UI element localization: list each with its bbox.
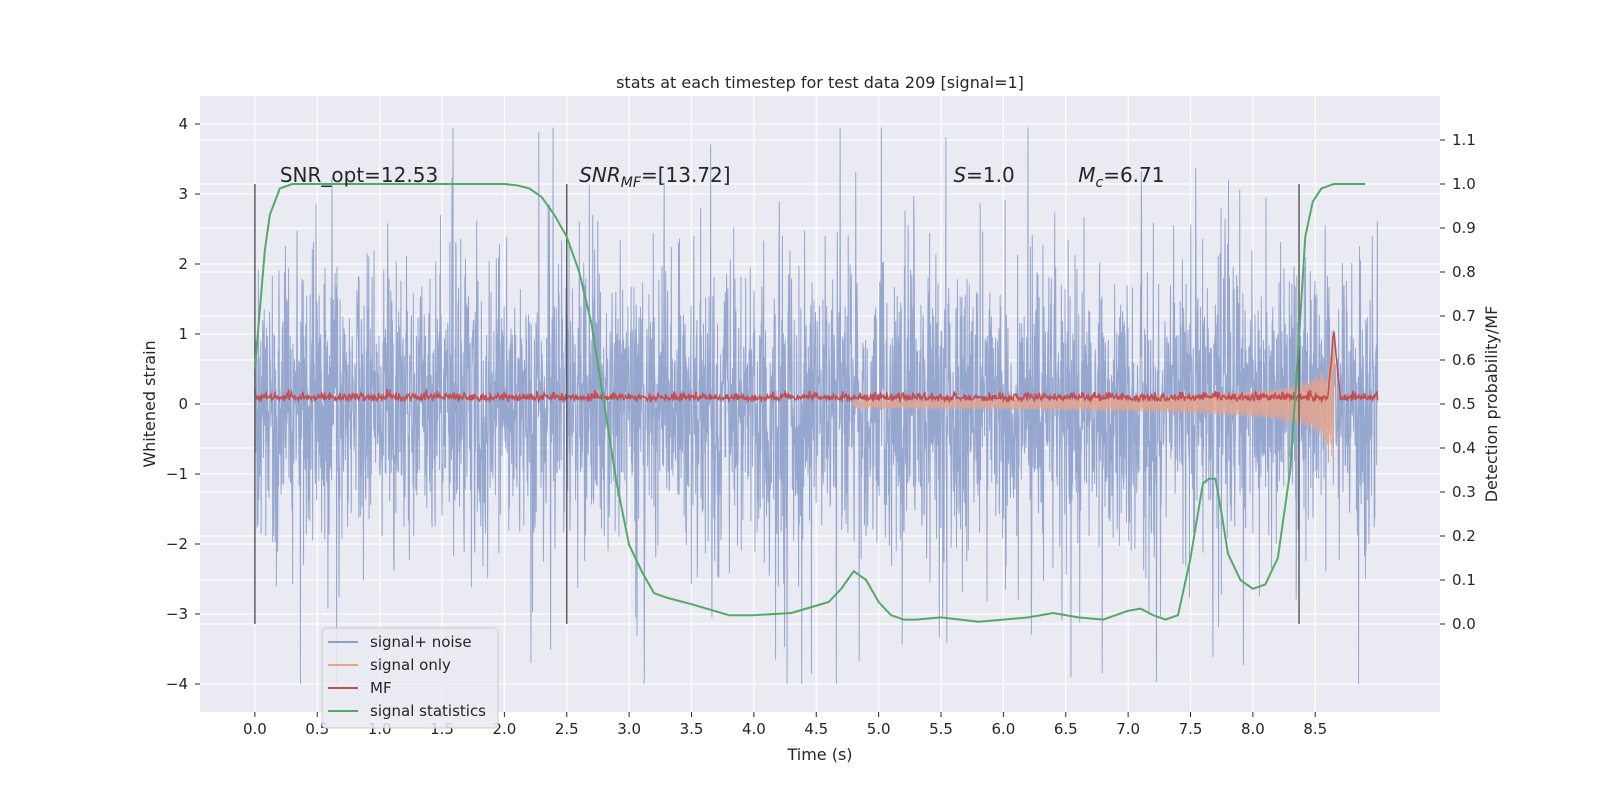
y-axis-left-ticks: 4 3 2 1 0 −1 −2 −3 −4: [166, 115, 200, 693]
x-tick-label: 3.0: [617, 720, 641, 738]
y-left-tick-label: 0: [178, 395, 188, 413]
x-tick-label: 6.5: [1054, 720, 1078, 738]
annotation-mc-value: Mc=6.71: [1078, 163, 1164, 191]
annotation-snr-opt: SNR_opt=12.53: [280, 163, 438, 187]
y-axis-right-ticks: 1.1 1.0 0.9 0.8 0.7 0.6 0.5 0.4 0.3 0.2 0.1 0.0: [1440, 131, 1476, 633]
y-right-tick-label: 0.3: [1452, 483, 1476, 501]
legend-box: [321, 627, 499, 729]
y-left-tick-label: −4: [166, 675, 188, 693]
noise-trace: [254, 127, 1379, 685]
x-tick-label: 3.5: [680, 720, 704, 738]
chart-title: stats at each timestep for test data 209…: [616, 73, 1024, 92]
y-right-tick-label: 1.1: [1452, 131, 1476, 149]
y-right-tick-label: 0.9: [1452, 219, 1476, 237]
x-tick-label: 4.5: [804, 720, 828, 738]
series-signal-statistics: [253, 183, 1366, 623]
x-tick-label: 7.0: [1116, 720, 1140, 738]
legend-label: signal+ noise: [370, 633, 472, 651]
y-left-tick-label: −2: [166, 535, 188, 553]
y-right-tick-label: 0.0: [1452, 615, 1476, 633]
x-tick-label: 5.0: [867, 720, 891, 738]
legend: signal+ noise signal only MF signal statist…: [321, 627, 499, 729]
series-mf: [254, 331, 1379, 405]
legend-label: signal statistics: [370, 702, 486, 720]
x-tick-label: 8.0: [1241, 720, 1265, 738]
vertical-markers: [254, 184, 1300, 624]
y-left-tick-label: −3: [166, 605, 188, 623]
y-left-tick-label: 2: [178, 255, 188, 273]
y-axis-left-label: Whitened strain: [140, 340, 159, 467]
x-tick-label: 8.5: [1303, 720, 1327, 738]
y-left-tick-label: 4: [178, 115, 188, 133]
series-signal-noise: [254, 127, 1379, 685]
x-tick-label: 2.5: [555, 720, 579, 738]
y-left-tick-label: 1: [178, 325, 188, 343]
legend-label: MF: [370, 679, 392, 697]
y-left-tick-label: −1: [166, 465, 188, 483]
legend-label: signal only: [370, 656, 451, 674]
x-tick-label: 0.0: [243, 720, 267, 738]
y-right-tick-label: 0.7: [1452, 307, 1476, 325]
y-right-tick-label: 0.8: [1452, 263, 1476, 281]
annotation-s-value: S=1.0: [953, 163, 1014, 187]
y-right-tick-label: 1.0: [1452, 175, 1476, 193]
y-right-tick-label: 0.1: [1452, 571, 1476, 589]
mf-trace: [254, 331, 1379, 405]
x-tick-label: 4.0: [742, 720, 766, 738]
y-left-tick-label: 3: [178, 185, 188, 203]
x-tick-label: 7.5: [1179, 720, 1203, 738]
y-right-tick-label: 0.4: [1452, 439, 1476, 457]
series-signal-only: [853, 347, 1335, 463]
x-axis-label: Time (s): [786, 745, 852, 764]
annotation-snr-mf: SNRMF=[13.72]: [579, 163, 730, 191]
x-tick-label: 5.5: [929, 720, 953, 738]
signal-statistics-line: [253, 183, 1366, 623]
y-right-tick-label: 0.6: [1452, 351, 1476, 369]
y-right-tick-label: 0.5: [1452, 395, 1476, 413]
y-right-tick-label: 0.2: [1452, 527, 1476, 545]
annotations: SNR_opt=12.53 SNRMF=[13.72] S=1.0 Mc=6.71: [280, 163, 1165, 191]
chirp-trace: [853, 347, 1335, 463]
x-tick-label: 6.0: [991, 720, 1015, 738]
y-axis-right-label: Detection probability/MF: [1482, 306, 1501, 503]
